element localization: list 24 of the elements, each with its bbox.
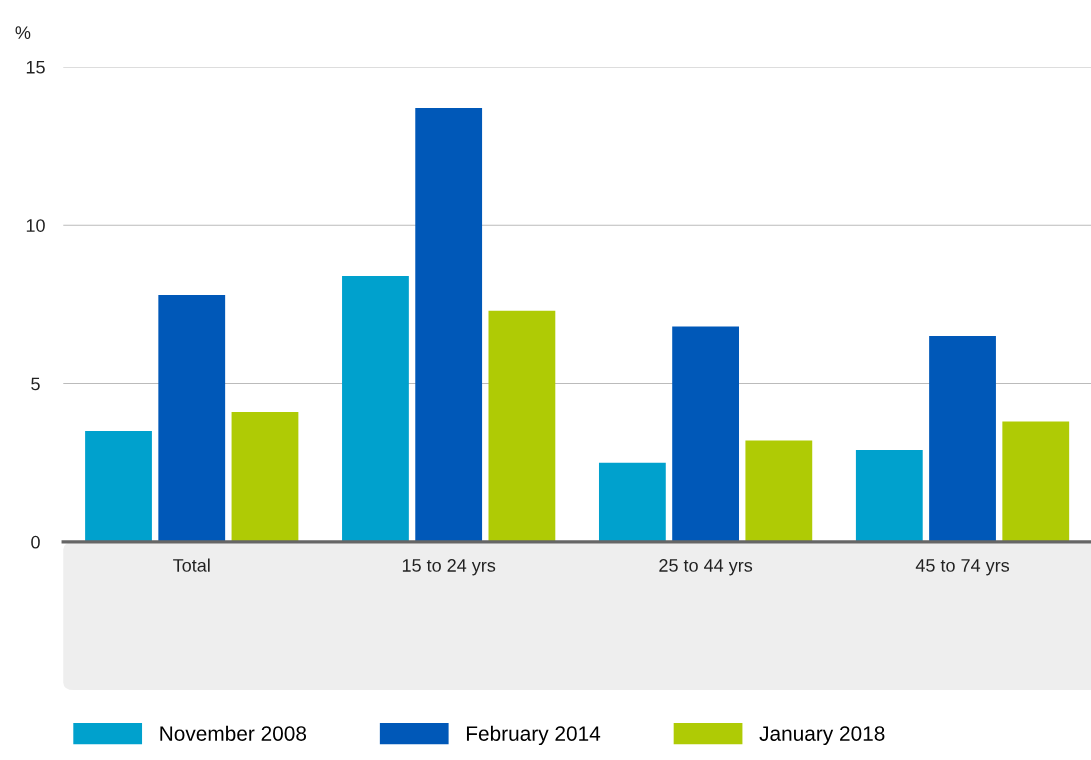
bar [85,431,152,542]
y-tick-label: 10 [26,219,45,232]
bar [415,108,483,542]
bar [1002,421,1070,542]
bar [855,450,923,542]
bar [488,310,556,542]
y-axis-title: % [15,26,31,39]
x-tick-label: 15 to 24 yrs [402,559,496,576]
bar [598,462,666,542]
bar [929,336,996,542]
y-tick-label: 5 [31,377,40,391]
bar [672,326,740,542]
legend-label: February 2014 [466,725,601,746]
x-tick-label: 45 to 74 yrs [915,559,1010,576]
bar [745,440,813,542]
bar [231,412,299,542]
legend-label: November 2008 [160,725,307,741]
bar [342,275,409,542]
x-tick-label: 25 to 44 yrs [659,559,753,576]
y-tick-label: 15 [26,61,45,74]
y-tick-label: 0 [31,535,40,549]
x-tick-label: Total [173,558,210,572]
legend-label: January 2018 [759,726,885,746]
bar [158,294,226,542]
